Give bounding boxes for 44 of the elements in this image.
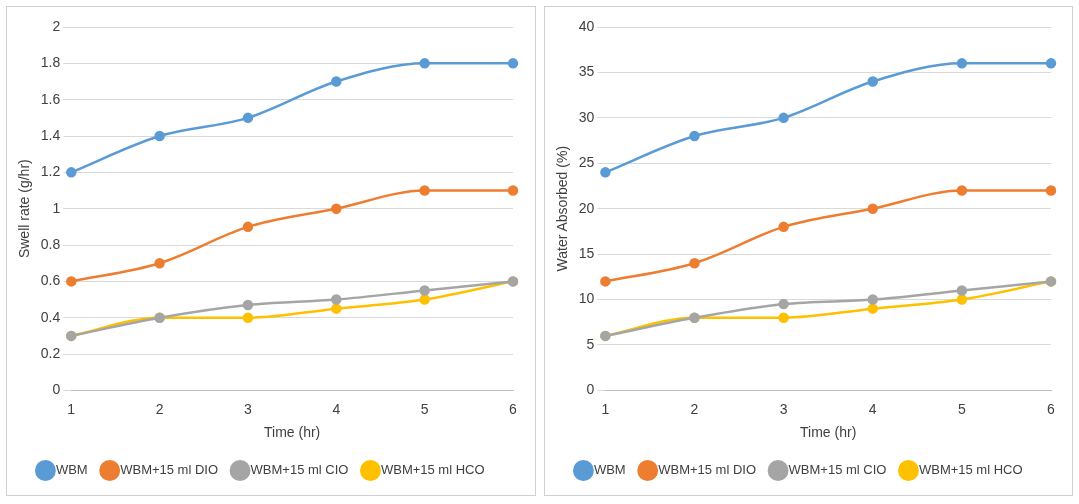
y-tick-label: 0 <box>52 381 61 398</box>
y-tick-label: 35 <box>578 63 595 80</box>
legend-label: WBM <box>593 462 626 478</box>
y-tick-label: 1 <box>52 199 61 216</box>
y-tick-label: 20 <box>578 199 595 216</box>
y-tick-label: 0 <box>586 381 595 398</box>
y-tick-label: 0.6 <box>40 272 61 289</box>
y-tick-label: 40 <box>578 17 595 34</box>
x-tick-label: 1 <box>67 400 76 417</box>
legend-label: WBM+15 ml DIO <box>120 462 219 478</box>
y-axis-title: Water Absorbed (%) <box>553 145 570 272</box>
y-tick-label: 0.4 <box>40 308 61 325</box>
x-axis-title: Time (hr) <box>799 424 856 441</box>
y-tick-label: 1.6 <box>40 90 61 107</box>
y-tick-label: 30 <box>578 108 595 125</box>
legend-label: WBM+15 ml CIO <box>788 462 886 478</box>
y-tick-label: 1.8 <box>40 54 61 71</box>
x-tick-label: 2 <box>155 400 164 417</box>
y-tick-label: 5 <box>586 335 595 352</box>
x-tick-label: 3 <box>244 400 253 417</box>
x-tick-label: 2 <box>690 400 699 417</box>
x-tick-label: 6 <box>1046 400 1055 417</box>
x-tick-label: 6 <box>509 400 518 417</box>
legend-label: WBM+15 ml HCO <box>918 462 1023 478</box>
x-axis-title: Time (hr) <box>264 424 321 441</box>
x-tick-label: 1 <box>600 400 609 417</box>
x-tick-label: 5 <box>420 400 429 417</box>
y-tick-label: 1.4 <box>40 126 61 143</box>
legend-label: WBM <box>55 462 88 478</box>
y-tick-label: 10 <box>578 290 595 307</box>
legend-label: WBM+15 ml HCO <box>380 462 485 478</box>
x-tick-label: 4 <box>332 400 341 417</box>
y-tick-label: 2 <box>52 17 61 34</box>
y-tick-label: 25 <box>578 154 595 171</box>
legend-label: WBM+15 ml DIO <box>657 462 756 478</box>
y-tick-label: 0.8 <box>40 235 61 252</box>
x-tick-label: 3 <box>779 400 788 417</box>
x-tick-label: 4 <box>868 400 877 417</box>
legend-label: WBM+15 ml CIO <box>250 462 349 478</box>
x-tick-label: 5 <box>957 400 966 417</box>
y-tick-label: 0.2 <box>40 344 61 361</box>
y-tick-label: 1.2 <box>40 163 61 180</box>
y-axis-title: Swell rate (g/hr) <box>16 159 33 259</box>
y-tick-label: 15 <box>578 244 595 261</box>
